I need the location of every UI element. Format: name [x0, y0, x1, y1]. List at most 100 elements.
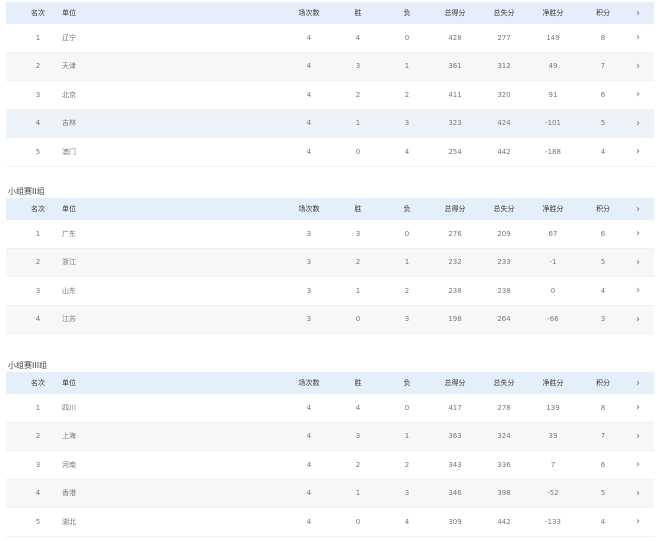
- cell-losses: 3: [404, 489, 410, 498]
- standings-group: 小组赛III组 名次 单位 场次数胜负总得分 总失分 净胜分 积分 › 1 四川 4 4 0 417 278…: [6, 360, 654, 537]
- cell-losses: 3: [404, 119, 410, 128]
- table-row[interactable]: 2 浙江 3 2 1 232 233 -1 5 ›: [6, 248, 654, 277]
- cell-point-diff: -1: [549, 258, 557, 267]
- cell-point-diff: 7: [550, 460, 556, 469]
- header-unit: 单位: [62, 379, 76, 387]
- chevron-right-icon[interactable]: ›: [636, 203, 640, 215]
- chevron-right-icon[interactable]: ›: [636, 516, 640, 528]
- chevron-right-icon[interactable]: ›: [636, 60, 640, 72]
- chevron-right-icon[interactable]: ›: [636, 285, 640, 297]
- cell-unit: 辽宁: [62, 33, 76, 42]
- cell-losses: 4: [404, 147, 410, 156]
- cell-score: 4: [600, 147, 606, 156]
- cell-wins: 2: [355, 258, 361, 267]
- chevron-right-icon[interactable]: ›: [636, 256, 640, 268]
- chevron-right-icon[interactable]: ›: [636, 459, 640, 471]
- cell-rank: 1: [35, 33, 41, 42]
- cell-unit: 吉林: [62, 119, 76, 128]
- cell-rank: 4: [35, 489, 41, 498]
- header-wins: 胜: [354, 379, 362, 387]
- cell-points-against: 324: [497, 432, 511, 441]
- cell-rank: 5: [35, 517, 41, 526]
- table-header[interactable]: 名次 单位 场次数 胜 负 总得分 总失分 净胜分 积分 ›: [6, 372, 654, 394]
- table-row[interactable]: 3 山东 3 1 2 238 238 0 4 ›: [6, 277, 654, 306]
- table-header[interactable]: 名次 单位 场次数 胜 负 总得分 总失分 净胜分 积分 ›: [6, 198, 654, 220]
- header-points-for: 总得分: [444, 9, 466, 17]
- cell-wins: 3: [355, 432, 361, 441]
- cell-unit: 山东: [62, 286, 76, 295]
- cell-points-for: 238: [448, 286, 462, 295]
- cell-rank: 2: [35, 62, 41, 71]
- chevron-right-icon[interactable]: ›: [636, 7, 640, 19]
- table-row[interactable]: 1 辽宁 4 4 0 428 277 149 8 ›: [6, 24, 654, 53]
- header-point-diff: 净胜分: [542, 205, 564, 213]
- table-row[interactable]: 4 吉林 4 1 3 323 424 -101 5 ›: [6, 109, 654, 138]
- header-points-against: 总失分: [493, 9, 515, 17]
- table-row[interactable]: 4 香港 4 1 3 346 398 -52 5 ›: [6, 479, 654, 508]
- cell-games: 3: [306, 229, 312, 238]
- standings-group: 小组赛II组 名次 单位 场次数 胜 负 总得分 总失分 净胜分 积分 › 1 广东 3 3 0 276 209 6…: [6, 186, 654, 334]
- cell-unit: 天津: [62, 62, 76, 71]
- cell-losses: 4: [404, 517, 410, 526]
- cell-point-diff: 0: [550, 286, 556, 295]
- cell-games: 4: [306, 403, 312, 412]
- cell-rank: 1: [35, 403, 41, 412]
- chevron-right-icon[interactable]: ›: [636, 89, 640, 101]
- group-title: 小组赛III组: [8, 361, 48, 370]
- cell-wins: 0: [355, 517, 361, 526]
- cell-score: 7: [600, 62, 606, 71]
- cell-points-against: 238: [497, 286, 511, 295]
- table-row[interactable]: 4 江苏 3 0 3 198 264 -66 3 ›: [6, 305, 654, 334]
- cell-points-against: 320: [497, 90, 511, 99]
- cell-point-diff: 139: [546, 403, 560, 412]
- chevron-right-icon[interactable]: ›: [636, 228, 640, 240]
- cell-score: 4: [600, 286, 606, 295]
- cell-point-diff: 149: [546, 33, 560, 42]
- chevron-right-icon[interactable]: ›: [636, 32, 640, 44]
- cell-wins: 2: [355, 460, 361, 469]
- table-header[interactable]: 名次 单位 场次数 胜 负 总得分 总失分 净胜分 积分 ›: [6, 2, 654, 24]
- cell-point-diff: -66: [547, 315, 559, 324]
- header-point-diff: 净胜分: [542, 9, 564, 17]
- chevron-right-icon[interactable]: ›: [636, 313, 640, 325]
- cell-unit: 湖北: [62, 517, 76, 526]
- table-row[interactable]: 3 河南 4 2 2 343 336 7 6 ›: [6, 451, 654, 480]
- cell-points-against: 424: [497, 119, 511, 128]
- cell-point-diff: 67: [548, 229, 558, 238]
- cell-games: 4: [306, 33, 312, 42]
- cell-wins: 0: [355, 147, 361, 156]
- chevron-right-icon[interactable]: ›: [636, 146, 640, 158]
- cell-losses: 1: [404, 62, 410, 71]
- header-unit: 单位: [62, 205, 76, 213]
- chevron-right-icon[interactable]: ›: [636, 402, 640, 414]
- table-row[interactable]: 5 湖北 4 0 4 309 442 -133 4 ›: [6, 508, 654, 537]
- cell-wins: 3: [355, 229, 361, 238]
- cell-wins: 1: [355, 489, 361, 498]
- cell-games: 4: [306, 432, 312, 441]
- header-rank: 名次: [31, 379, 45, 387]
- cell-point-diff: 91: [548, 90, 558, 99]
- cell-unit: 香港: [62, 489, 76, 498]
- cell-points-against: 336: [497, 460, 511, 469]
- cell-rank: 3: [35, 460, 41, 469]
- cell-score: 8: [600, 33, 606, 42]
- chevron-right-icon[interactable]: ›: [636, 377, 640, 389]
- cell-wins: 2: [355, 90, 361, 99]
- chevron-right-icon[interactable]: ›: [636, 487, 640, 499]
- table-row[interactable]: 1 广东 3 3 0 276 209 67 6 ›: [6, 220, 654, 249]
- cell-unit: 广东: [62, 229, 76, 238]
- chevron-right-icon[interactable]: ›: [636, 117, 640, 129]
- cell-points-against: 278: [497, 403, 511, 412]
- cell-losses: 2: [404, 90, 410, 99]
- table-row[interactable]: 3 北京 4 2 2 411 320 91 6 ›: [6, 81, 654, 110]
- header-score: 积分: [596, 9, 610, 17]
- table-row[interactable]: 1 四川 4 4 0 417 278 139 8 ›: [6, 394, 654, 423]
- table-row[interactable]: 2 天津 4 3 1 361 312 49 7 ›: [6, 52, 654, 81]
- cell-point-diff: 49: [548, 62, 558, 71]
- table-row[interactable]: 2 上海 4 3 1 363 324 39 7 ›: [6, 422, 654, 451]
- table-row[interactable]: 5 澳门 4 0 4 254 442 -188 4 ›: [6, 138, 654, 167]
- cell-wins: 1: [355, 119, 361, 128]
- cell-points-for: 276: [448, 229, 462, 238]
- chevron-right-icon[interactable]: ›: [636, 430, 640, 442]
- cell-points-for: 346: [448, 489, 462, 498]
